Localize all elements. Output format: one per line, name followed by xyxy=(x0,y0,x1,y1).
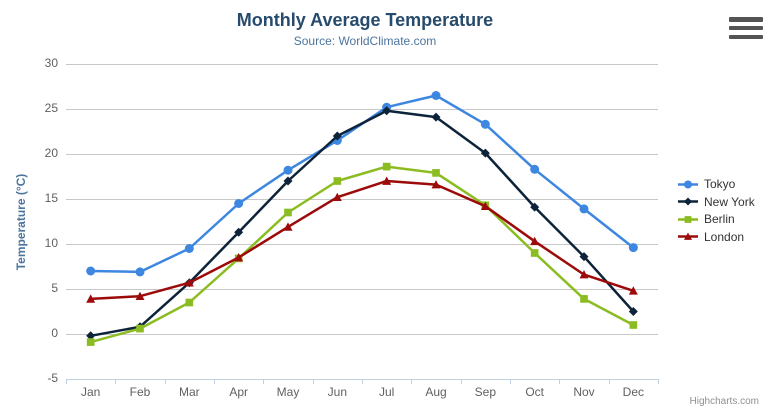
data-point[interactable] xyxy=(86,338,95,346)
legend-item-london[interactable]: London xyxy=(677,230,755,244)
x-axis-tick-label: Sep xyxy=(474,385,496,399)
x-axis-tick-label: Mar xyxy=(178,385,200,399)
y-axis-tick-label: 0 xyxy=(51,326,58,340)
data-point[interactable] xyxy=(530,202,540,212)
data-point[interactable] xyxy=(628,286,638,295)
data-point[interactable] xyxy=(628,307,638,316)
data-point[interactable] xyxy=(283,222,293,231)
credits-link[interactable]: Highcharts.com xyxy=(689,396,759,407)
data-point[interactable] xyxy=(234,253,244,262)
data-point[interactable] xyxy=(86,294,96,303)
menu-bar xyxy=(729,17,763,22)
y-axis-tick-label: 10 xyxy=(44,236,58,250)
series-new-york[interactable] xyxy=(86,106,638,341)
data-point[interactable] xyxy=(530,164,540,174)
data-point[interactable] xyxy=(579,270,589,279)
data-point[interactable] xyxy=(333,177,342,185)
data-point[interactable] xyxy=(480,148,490,158)
data-point[interactable] xyxy=(184,278,194,287)
y-axis-tick-label: 30 xyxy=(44,56,58,70)
data-point[interactable] xyxy=(382,162,391,171)
data-point[interactable] xyxy=(579,252,589,262)
menu-bar xyxy=(729,25,763,31)
legend-item-berlin[interactable]: Berlin xyxy=(677,212,755,226)
hamburger-menu-icon[interactable] xyxy=(729,17,763,39)
x-axis-tick-label: May xyxy=(276,385,300,399)
data-point[interactable] xyxy=(234,227,244,237)
x-axis xyxy=(66,379,659,384)
legend-label: Tokyo xyxy=(704,177,736,191)
x-axis-tick-label: Jan xyxy=(80,385,101,399)
circle-marker-icon xyxy=(678,180,698,188)
data-point[interactable] xyxy=(283,165,293,175)
data-point[interactable] xyxy=(580,295,588,303)
data-point[interactable] xyxy=(86,331,96,341)
data-point[interactable] xyxy=(284,208,292,217)
legend-label: Berlin xyxy=(704,212,735,226)
data-point[interactable] xyxy=(234,199,244,208)
y-axis-tick-label: 5 xyxy=(51,281,58,295)
y-axis-tick-label: -5 xyxy=(47,371,58,385)
x-axis-tick-label: Nov xyxy=(573,385,595,399)
x-axis-tick-label: Feb xyxy=(129,385,151,399)
legend-item-new-york[interactable]: New York xyxy=(677,195,755,209)
data-point[interactable] xyxy=(332,192,342,202)
series-london[interactable] xyxy=(86,176,638,303)
y-axis-tick-label: 25 xyxy=(44,101,58,115)
data-point[interactable] xyxy=(432,169,440,177)
data-point[interactable] xyxy=(480,119,490,129)
x-axis-tick-label: Jun xyxy=(327,385,347,399)
legend-item-tokyo[interactable]: Tokyo xyxy=(677,177,755,191)
data-point[interactable] xyxy=(332,131,342,141)
legend-label: London xyxy=(704,229,745,244)
data-point[interactable] xyxy=(530,249,539,257)
data-point[interactable] xyxy=(184,244,194,253)
diamond-marker-icon xyxy=(678,197,698,206)
data-point[interactable] xyxy=(185,298,194,307)
data-point[interactable] xyxy=(629,321,638,329)
data-point[interactable] xyxy=(136,324,144,333)
gridlines xyxy=(66,64,658,335)
chart-subtitle: Source: WorldClimate.com xyxy=(293,34,437,48)
triangle-marker-icon xyxy=(678,232,698,240)
x-axis-tick-label: Oct xyxy=(525,385,544,399)
data-point[interactable] xyxy=(431,112,441,122)
y-axis-tick-label: 15 xyxy=(44,191,58,205)
x-axis-tick-label: Apr xyxy=(229,385,248,399)
square-marker-icon xyxy=(678,215,698,223)
series-tokyo[interactable] xyxy=(86,91,638,277)
data-point[interactable] xyxy=(382,106,392,116)
data-point[interactable] xyxy=(628,243,638,253)
x-axis-tick-label: Aug xyxy=(425,385,447,399)
data-point[interactable] xyxy=(579,204,589,214)
data-point[interactable] xyxy=(431,180,441,189)
chart-title: Monthly Average Temperature xyxy=(236,10,494,30)
data-point[interactable] xyxy=(382,176,392,185)
x-axis-tick-label: Jul xyxy=(378,385,395,399)
data-point[interactable] xyxy=(135,267,145,277)
data-point[interactable] xyxy=(530,236,540,246)
legend: Tokyo New York Berlin London xyxy=(677,177,755,244)
data-point[interactable] xyxy=(431,91,441,100)
data-point[interactable] xyxy=(86,266,96,276)
data-point[interactable] xyxy=(135,291,145,301)
menu-bar xyxy=(729,34,763,39)
data-point[interactable] xyxy=(480,201,490,211)
x-axis-tick-label: Dec xyxy=(622,385,644,399)
legend-label: New York xyxy=(704,194,755,209)
y-axis-tick-label: 20 xyxy=(44,146,58,160)
data-point[interactable] xyxy=(283,176,293,186)
